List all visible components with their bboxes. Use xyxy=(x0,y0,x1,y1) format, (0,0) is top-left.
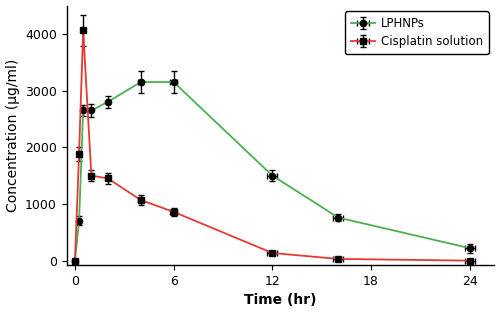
X-axis label: Time (hr): Time (hr) xyxy=(244,294,317,307)
Legend: LPHNPs, Cisplatin solution: LPHNPs, Cisplatin solution xyxy=(345,12,488,54)
Y-axis label: Concentration (μg/ml): Concentration (μg/ml) xyxy=(6,59,20,212)
